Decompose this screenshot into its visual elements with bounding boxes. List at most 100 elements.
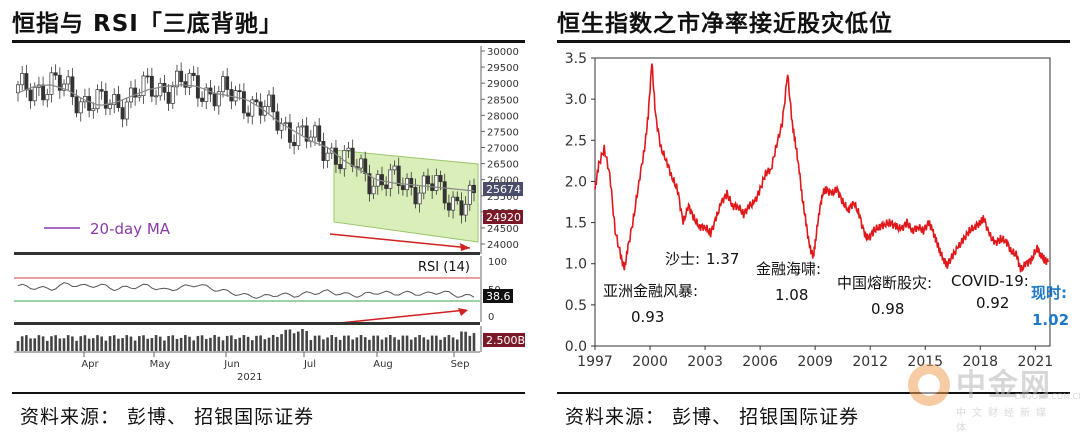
candle-body (66, 76, 71, 85)
price-divergence-arrow (329, 233, 471, 249)
volume-bar (368, 339, 371, 351)
volume-bar (301, 329, 304, 351)
candle-body (124, 101, 129, 120)
candle-body (112, 94, 117, 106)
volume-bar (263, 339, 267, 351)
candle-body (300, 125, 305, 128)
price-tick-label: 27000 (487, 144, 519, 155)
candle-body (359, 158, 363, 169)
candle-body (24, 73, 29, 91)
volume-bar (225, 335, 229, 351)
volume-bar (376, 335, 380, 351)
volume-bar (250, 340, 254, 351)
candle-body (250, 99, 255, 117)
candle-body (388, 169, 393, 189)
volume-bar (359, 335, 363, 351)
month-label: Aug (373, 359, 393, 370)
pb-ratio-chart: 0.0 0.5 1.0 1.5 2.0 2.5 3.0 3.5 1997 2000 2003 2006… (565, 51, 1069, 370)
candle-body (455, 196, 460, 202)
volume-bar (418, 335, 421, 351)
candle-body (472, 184, 476, 194)
volume-tag (483, 333, 525, 347)
left-title-rule (12, 40, 525, 43)
x-tick-label: 2006 (742, 354, 778, 370)
candle-body (62, 83, 66, 91)
volume-bar (58, 338, 62, 351)
price-tick-label: 29000 (487, 79, 519, 90)
anno-circuit-value: 0.98 (871, 300, 904, 318)
volume-bar (259, 335, 262, 351)
volume-bar (87, 338, 91, 351)
x-tick-label: 2012 (852, 354, 888, 370)
candle-body (317, 125, 322, 142)
rsi-tag (483, 289, 513, 303)
candle-body (41, 84, 46, 101)
volume-bar (338, 339, 342, 351)
volume-bar (33, 338, 37, 351)
candle-body (287, 122, 292, 143)
candle-body (225, 76, 230, 90)
rsi-arrow-head (458, 308, 468, 316)
price-arrow-head (460, 243, 470, 251)
price-tick-label: 24500 (487, 224, 519, 235)
candle-body (175, 70, 179, 88)
volume-bar (196, 335, 200, 351)
candle-body (380, 174, 384, 186)
candle-body (166, 91, 171, 104)
candle-body (137, 95, 142, 98)
candle-body (49, 72, 54, 95)
candle-body (95, 89, 100, 110)
volume-bar (234, 339, 237, 351)
volume-bar (242, 335, 246, 351)
volume-bar (317, 335, 321, 351)
candle-body (179, 70, 184, 82)
candle-body (91, 108, 96, 111)
volume-bar (121, 338, 124, 351)
volume-bar (309, 339, 313, 351)
volume-bar (426, 339, 430, 351)
candle-body (20, 73, 25, 86)
rsi-line (17, 282, 475, 299)
candle-body (229, 89, 234, 102)
anno-gfc-value: 1.08 (775, 286, 808, 304)
anno-asia-label: 亚洲金融风暴: (603, 282, 698, 300)
bearish-channel (333, 149, 479, 243)
candle-body (421, 175, 426, 194)
candle-body (16, 84, 20, 94)
year-label: 2021 (237, 372, 262, 383)
candle-body (283, 122, 288, 125)
watermark-brand: 中金网 (956, 368, 1052, 403)
right-source: 资料来源： 彭博、 招银国际证券 (565, 406, 860, 428)
volume-bar (158, 336, 162, 351)
candle-body (57, 74, 62, 91)
volume-bar (175, 338, 179, 351)
candle-body (338, 164, 343, 170)
price-tick-label: 30000 (487, 47, 519, 58)
volume-bar (313, 335, 317, 351)
close-price-tag-text: 24920 (486, 211, 521, 224)
candle-body (149, 75, 154, 97)
candle-body (392, 165, 397, 171)
y-tick-label: 1.5 (565, 216, 587, 232)
volume-bar (246, 336, 250, 351)
candle-body (108, 104, 112, 109)
volume-bar (238, 337, 242, 351)
candle-body (200, 97, 205, 102)
volume-bar (343, 335, 346, 351)
volume-bar (296, 331, 300, 351)
volume-bar (16, 341, 20, 351)
candle-body (400, 185, 405, 191)
volume-bar (455, 339, 459, 351)
close-price-tag (483, 210, 523, 224)
candle-body (32, 86, 37, 102)
volume-bar (401, 335, 405, 351)
ma-20-line (17, 84, 475, 192)
candle-body (133, 87, 138, 98)
volume-bar (389, 335, 392, 351)
watermark-domain: CNGOLD.COM.CN (1014, 392, 1080, 401)
candle-body (304, 125, 309, 142)
volume-bar (188, 336, 191, 351)
price-tick-label: 25500 (487, 192, 519, 203)
rsi-tag-text: 38.6 (486, 290, 511, 303)
candle-body (417, 192, 422, 205)
